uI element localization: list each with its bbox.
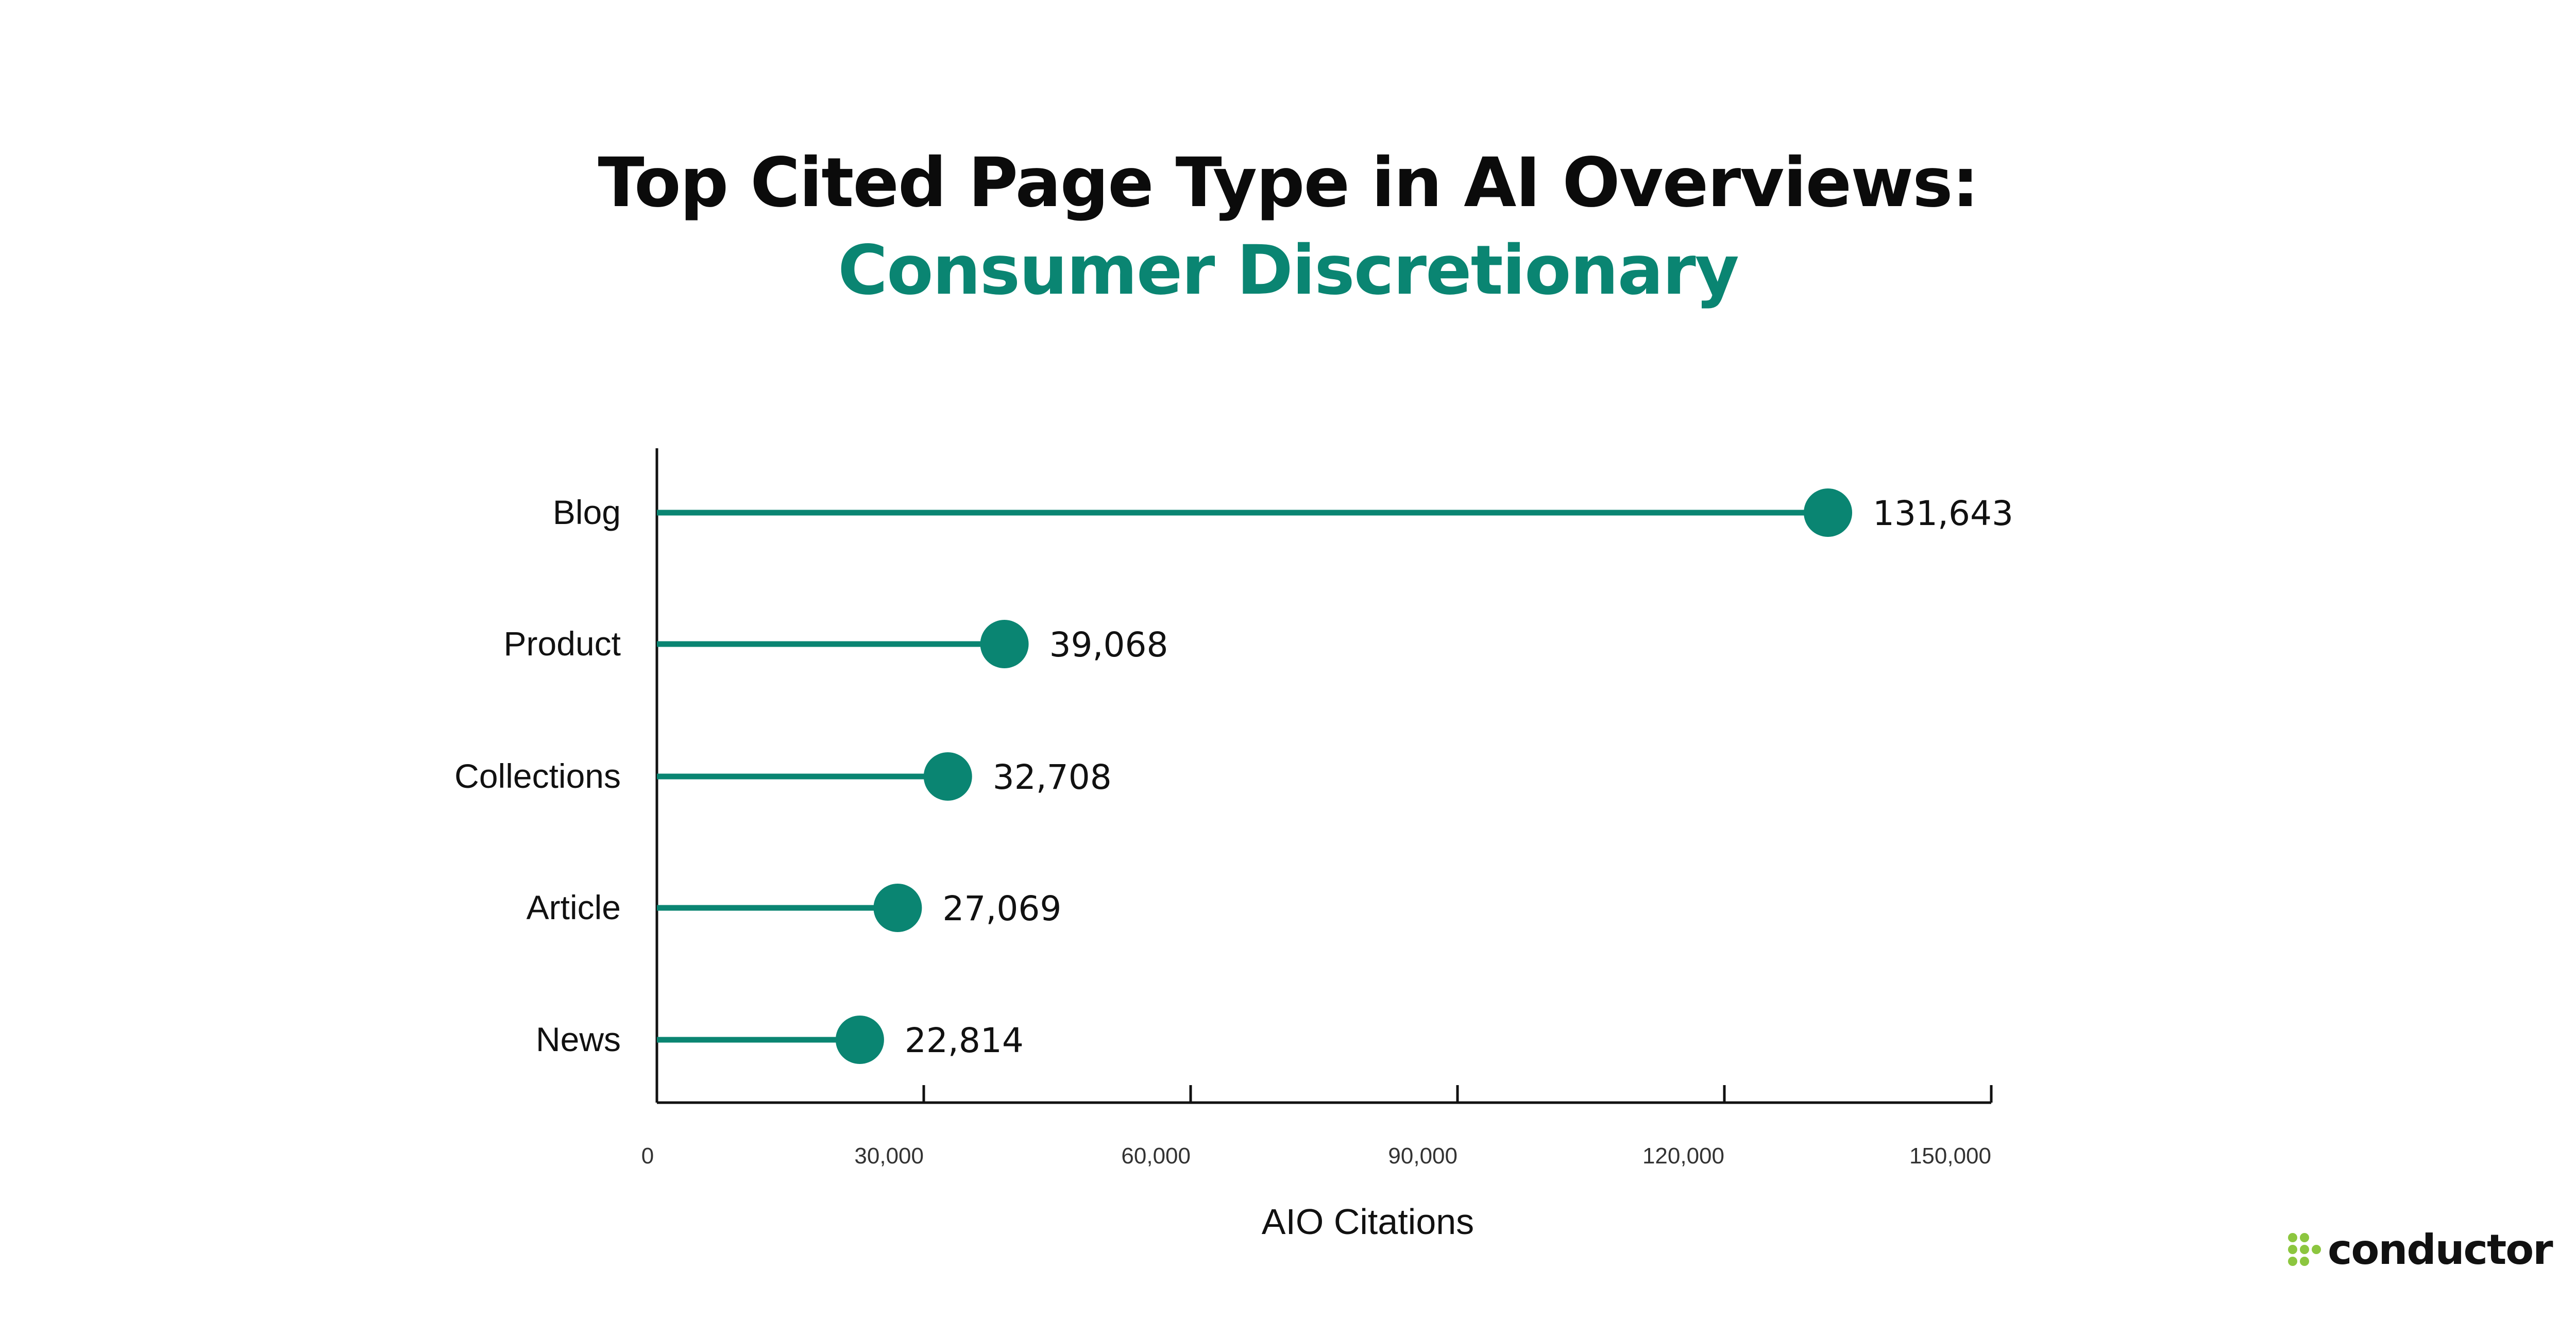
category-label: News xyxy=(536,1020,621,1058)
data-label: 22,814 xyxy=(905,1021,1024,1060)
category-label: Blog xyxy=(553,493,621,531)
x-axis-title: AIO Citations xyxy=(1262,1202,1474,1242)
chart-title: Top Cited Page Type in AI Overviews: xyxy=(598,143,1979,223)
x-tick-label: 0 xyxy=(641,1143,654,1169)
conductor-dots-icon xyxy=(2288,1233,2321,1266)
logo-text: conductor xyxy=(2328,1225,2553,1274)
data-label: 39,068 xyxy=(1049,625,1168,665)
lollipop-dot xyxy=(873,884,922,932)
x-tick-label: 60,000 xyxy=(1121,1143,1191,1169)
chart-subtitle: Consumer Discretionary xyxy=(838,231,1739,310)
x-tick-label: 120,000 xyxy=(1642,1143,1724,1169)
lollipop-dot xyxy=(923,752,972,801)
data-label: 32,708 xyxy=(993,757,1112,797)
x-tick-label: 30,000 xyxy=(854,1143,924,1169)
chart-title-block: Top Cited Page Type in AI Overviews: Con… xyxy=(0,139,2576,314)
x-tick-label: 150,000 xyxy=(1909,1143,1991,1169)
category-label: Article xyxy=(527,888,621,926)
category-label: Product xyxy=(504,624,621,663)
category-label: Collections xyxy=(454,757,621,795)
x-tick-label: 90,000 xyxy=(1388,1143,1458,1169)
lollipop-dot xyxy=(1804,488,1853,537)
lollipop-dot xyxy=(835,1016,884,1064)
conductor-logo: conductor xyxy=(2287,1225,2553,1274)
data-label: 27,069 xyxy=(942,889,1061,928)
lollipop-dot xyxy=(980,620,1029,668)
data-label: 131,643 xyxy=(1873,494,2013,533)
